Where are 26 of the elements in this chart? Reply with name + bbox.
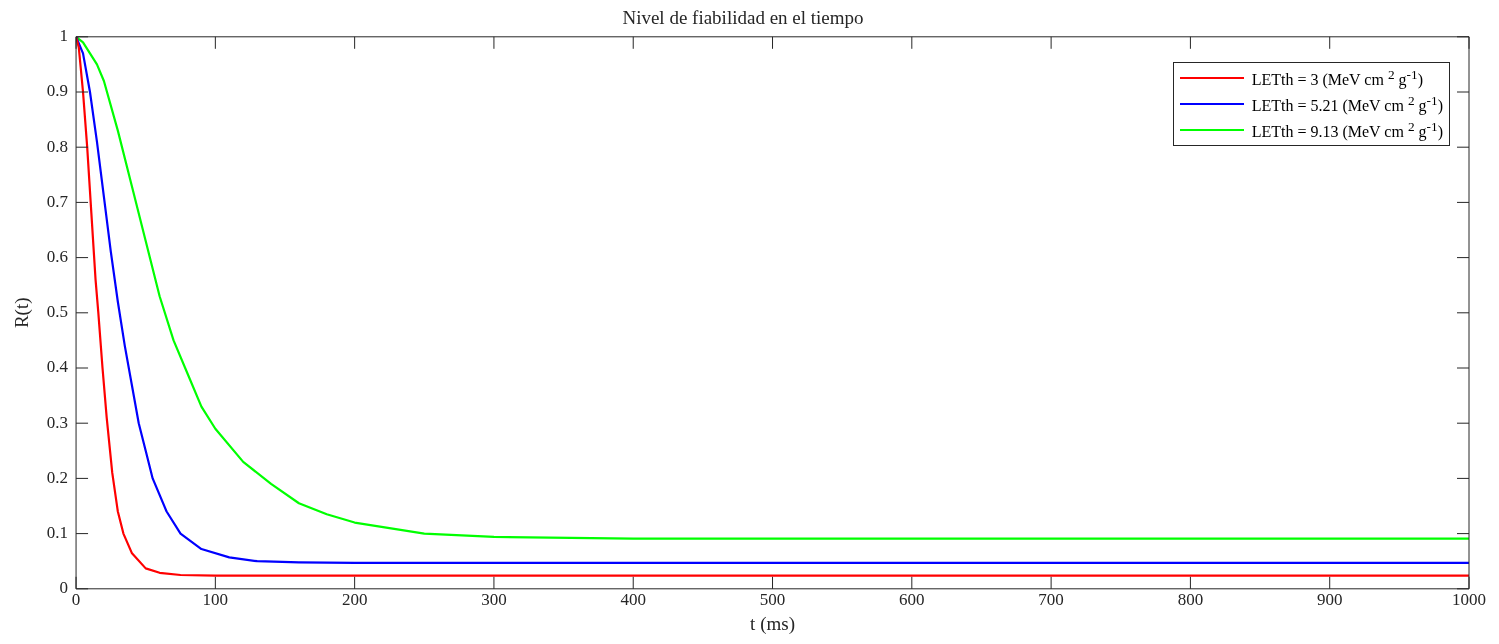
x-tick-label: 800: [1177, 590, 1204, 610]
legend-label: LETth = 9.13 (MeV cm $^{2}$ g$^{-1}$): [1251, 118, 1443, 142]
y-tick-label: 0.4: [46, 357, 69, 377]
y-tick-label: 0.1: [46, 523, 69, 543]
x-tick-label: 200: [341, 590, 368, 610]
x-tick-label: 900: [1316, 590, 1343, 610]
y-tick-label: 0.5: [46, 302, 69, 322]
chart-title: Nivel de fiabilidad en el tiempo: [622, 7, 864, 29]
x-tick-label: 600: [899, 590, 925, 610]
legend-label: LETth = 5.21 (MeV cm $^{2}$ g$^{-1}$): [1251, 92, 1443, 116]
x-tick-label: 500: [759, 590, 786, 610]
y-tick-label: 0.8: [46, 136, 69, 156]
y-tick-label: 0.7: [46, 191, 69, 211]
y-axis-title: R(t): [11, 297, 34, 329]
x-tick-label: 700: [1038, 590, 1064, 610]
y-tick-label: 0.9: [46, 81, 69, 101]
x-tick-label: 100: [202, 590, 229, 610]
legend-label: LETth = 3 (MeV cm $^{2}$ g$^{-1}$): [1251, 66, 1423, 90]
x-axis-title: t (ms): [750, 612, 795, 635]
x-tick-label: 300: [481, 590, 507, 610]
y-tick-label: 0.6: [46, 247, 69, 267]
x-tick-label: 400: [620, 590, 646, 610]
x-tick-label: 1000: [1452, 590, 1486, 610]
y-tick-label: 0.3: [46, 412, 69, 432]
y-tick-label: 1: [59, 26, 69, 46]
y-tick-label: 0.2: [46, 467, 69, 487]
